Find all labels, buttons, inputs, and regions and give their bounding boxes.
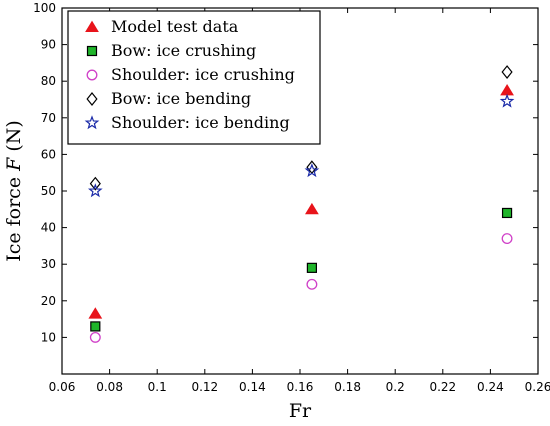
y-tick-label: 100 bbox=[33, 1, 56, 15]
legend-marker-triangle bbox=[85, 20, 99, 32]
data-points bbox=[87, 65, 515, 343]
legend: Model test data Bow: ice crushing Should… bbox=[67, 10, 321, 145]
data-point-star bbox=[499, 93, 515, 108]
legend-marker-circle bbox=[86, 69, 98, 81]
y-tick-label: 70 bbox=[41, 111, 56, 125]
series-1 bbox=[90, 207, 513, 332]
x-tick-label: 0.24 bbox=[477, 380, 504, 394]
data-point-triangle bbox=[88, 307, 103, 319]
data-point-square bbox=[306, 262, 317, 273]
y-tick-label: 50 bbox=[41, 184, 56, 198]
legend-label-model-test-data: Model test data bbox=[111, 17, 239, 36]
data-point-circle bbox=[501, 233, 513, 245]
x-tick-label: 0.2 bbox=[386, 380, 405, 394]
series-4 bbox=[87, 93, 515, 198]
y-tick-label: 30 bbox=[41, 257, 56, 271]
data-point-circle bbox=[89, 331, 101, 343]
y-tick-label: 10 bbox=[41, 330, 56, 344]
x-tick-label: 0.16 bbox=[287, 380, 314, 394]
data-point-square bbox=[90, 321, 101, 332]
data-point-circle bbox=[306, 278, 318, 290]
y-tick-label: 80 bbox=[41, 74, 56, 88]
data-point-diamond bbox=[501, 65, 513, 80]
legend-label-shoulder-ice-bending: Shoulder: ice bending bbox=[111, 113, 290, 132]
x-tick-label: 0.26 bbox=[525, 380, 550, 394]
data-point-star bbox=[87, 183, 103, 198]
x-tick-label: 0.1 bbox=[148, 380, 167, 394]
y-tick-label: 60 bbox=[41, 147, 56, 161]
x-tick-label: 0.14 bbox=[239, 380, 266, 394]
legend-markers bbox=[84, 20, 100, 130]
y-tick-label: 20 bbox=[41, 294, 56, 308]
tick-labels: 0.06 0.08 0.1 0.12 0.14 0.16 0.18 0.2 0.22 0.24 0.… bbox=[33, 1, 550, 394]
y-axis-label: Ice force F (N) bbox=[3, 120, 25, 262]
y-tick-label: 40 bbox=[41, 221, 56, 235]
legend-box bbox=[67, 10, 321, 145]
x-tick-label: 0.18 bbox=[334, 380, 361, 394]
legend-label-bow-ice-bending: Bow: ice bending bbox=[111, 89, 251, 108]
x-tick-label: 0.08 bbox=[96, 380, 123, 394]
legend-marker-square bbox=[86, 45, 98, 57]
data-point-star bbox=[304, 163, 320, 178]
x-axis-label: Fr bbox=[289, 400, 312, 422]
data-point-square bbox=[501, 207, 513, 219]
x-tick-label: 0.22 bbox=[429, 380, 456, 394]
data-point-triangle bbox=[305, 202, 319, 215]
series-2 bbox=[89, 233, 513, 343]
data-point-triangle bbox=[500, 83, 514, 96]
legend-label-bow-ice-crushing: Bow: ice crushing bbox=[111, 41, 256, 60]
data-point-diamond bbox=[89, 176, 101, 191]
legend-label-shoulder-ice-crushing: Shoulder: ice crushing bbox=[111, 65, 295, 84]
legend-marker-diamond bbox=[86, 92, 98, 106]
y-tick-label: 90 bbox=[41, 38, 56, 52]
legend-marker-star bbox=[84, 115, 100, 130]
x-tick-label: 0.06 bbox=[49, 380, 76, 394]
x-tick-label: 0.12 bbox=[191, 380, 218, 394]
